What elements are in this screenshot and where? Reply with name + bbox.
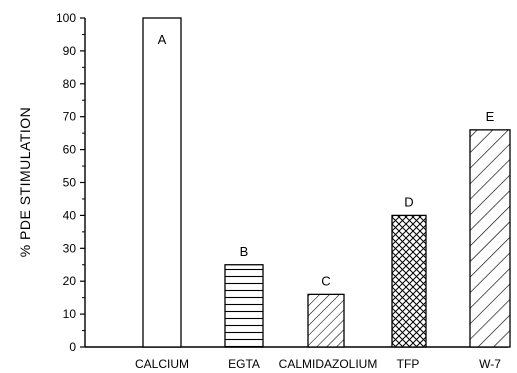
y-tick-label: 30 — [63, 241, 77, 255]
x-tick-label: CALCIUM — [135, 357, 189, 371]
y-tick-label: 10 — [63, 307, 77, 321]
y-axis-title: % PDE STIMULATION — [17, 107, 33, 258]
x-tick-label: EGTA — [228, 357, 260, 371]
bars: A B C D E — [142, 17, 511, 348]
x-tick-label: TFP — [397, 357, 420, 371]
bar-tfp — [391, 214, 427, 348]
bar-w-7 — [469, 129, 511, 348]
bar-letter-label: E — [486, 109, 495, 124]
y-tick-label: 100 — [56, 11, 76, 25]
bar-egta — [224, 264, 264, 348]
x-tick-label: CALMIDAZOLIUM — [279, 357, 378, 371]
bar-letter-label: C — [321, 273, 330, 288]
bar-calmidazolium — [307, 293, 345, 348]
y-tick-label: 90 — [63, 44, 77, 58]
y-tick-label: 50 — [63, 176, 77, 190]
y-tick-label: 80 — [63, 77, 77, 91]
x-tick-label: W-7 — [479, 357, 501, 371]
bar-calcium — [142, 17, 182, 348]
bar-letter-label: D — [404, 194, 413, 209]
x-axis-labels: CALCIUM EGTA CALMIDAZOLIUM TFP W-7 — [135, 357, 501, 371]
y-tick-label: 20 — [63, 274, 77, 288]
y-tick-label: 0 — [69, 340, 76, 354]
bar-letter-label: B — [240, 244, 249, 259]
y-tick-label: 60 — [63, 143, 77, 157]
y-tick-label: 70 — [63, 110, 77, 124]
y-tick-label: 40 — [63, 208, 77, 222]
bar-letter-label: A — [158, 32, 167, 47]
y-axis: 0 10 20 30 40 50 60 70 80 90 100 — [56, 11, 508, 354]
